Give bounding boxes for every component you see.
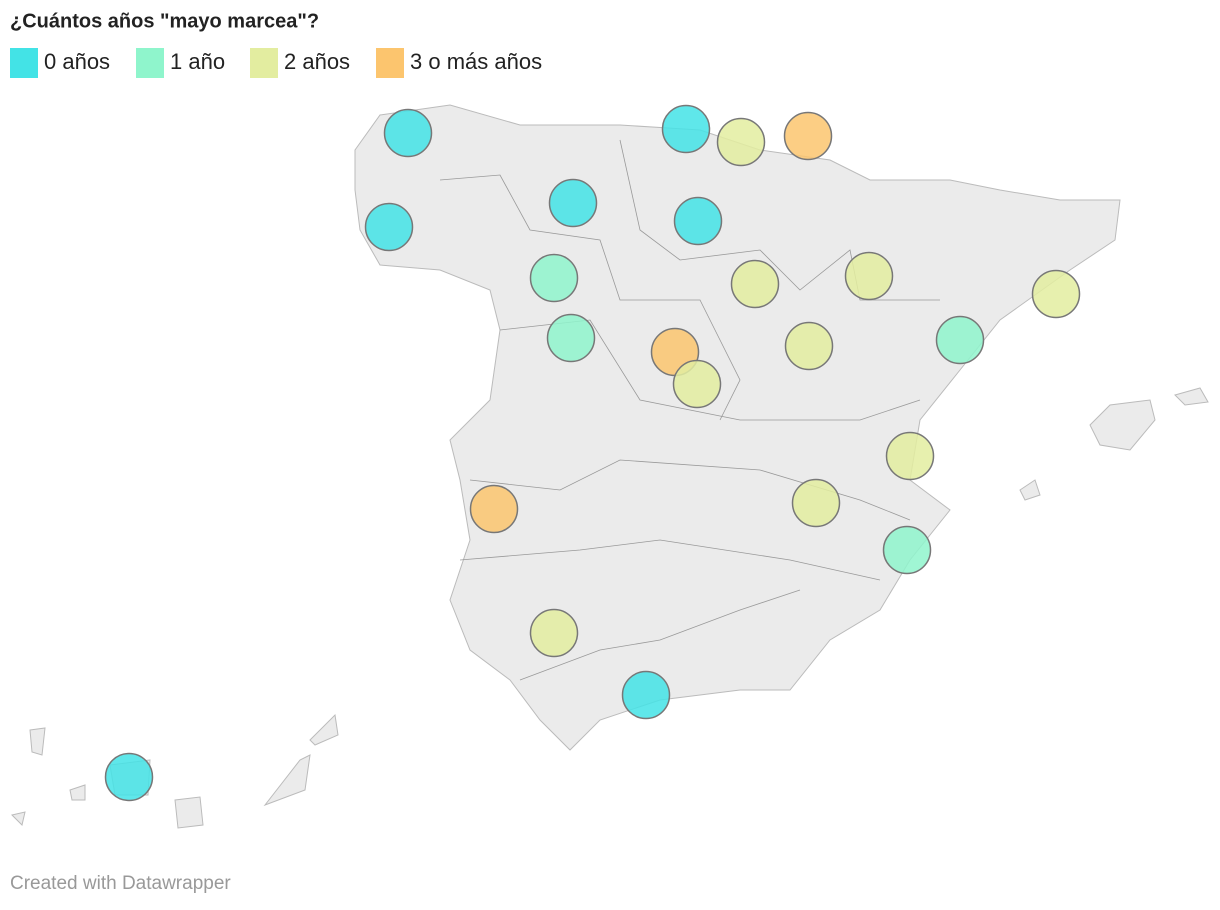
- province-marker: [783, 111, 833, 161]
- province-marker: [673, 196, 723, 246]
- province-marker: [730, 259, 780, 309]
- province-marker: [882, 525, 932, 575]
- legend-label: 2 años: [284, 49, 350, 74]
- province-marker: [784, 321, 834, 371]
- legend-swatch: [136, 48, 164, 78]
- province-marker: [885, 431, 935, 481]
- province-marker: [1031, 269, 1081, 319]
- legend-label: 0 años: [44, 49, 110, 74]
- legend-label: 3 o más años: [410, 49, 542, 74]
- legend-swatch: [10, 48, 38, 78]
- legend-label: 1 año: [170, 49, 225, 74]
- province-marker: [546, 313, 596, 363]
- balearic-islands: [1019, 387, 1209, 501]
- province-marker: [529, 253, 579, 303]
- province-marker: [104, 752, 154, 802]
- province-marker: [383, 108, 433, 158]
- province-marker: [716, 117, 766, 167]
- province-marker: [791, 478, 841, 528]
- spain-mainland: [354, 104, 1121, 751]
- province-marker: [935, 315, 985, 365]
- canary-islands: [11, 713, 339, 829]
- province-marker: [661, 104, 711, 154]
- province-marker: [364, 202, 414, 252]
- province-marker: [844, 251, 894, 301]
- legend-swatch: [376, 48, 404, 78]
- province-marker: [672, 359, 722, 409]
- legend-swatch: [250, 48, 278, 78]
- province-marker: [469, 484, 519, 534]
- map-shapes: [11, 104, 1209, 829]
- title: ¿Cuántos años "mayo marcea"?: [10, 10, 319, 32]
- province-marker: [529, 608, 579, 658]
- province-marker: [621, 670, 671, 720]
- province-marker: [548, 178, 598, 228]
- credit: Created with Datawrapper: [10, 873, 231, 894]
